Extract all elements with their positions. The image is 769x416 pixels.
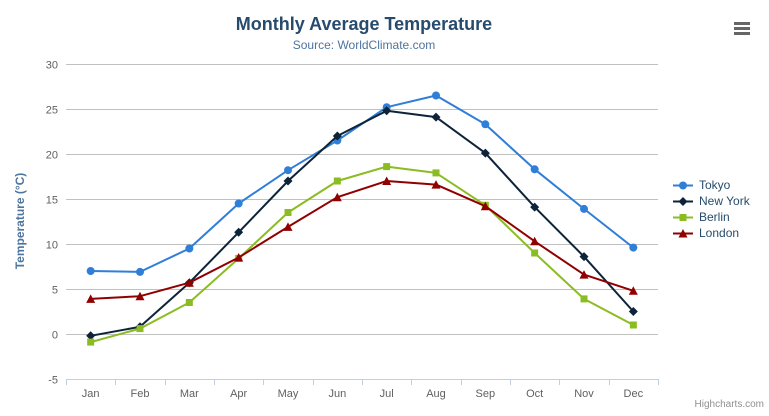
data-point-berlin-dec[interactable] xyxy=(629,321,637,329)
data-point-berlin-may[interactable] xyxy=(284,209,292,216)
data-point-new-york-nov[interactable] xyxy=(579,252,589,262)
data-point-berlin-jan[interactable] xyxy=(87,338,95,346)
hamburger-bar xyxy=(734,21,750,25)
x-axis-label: Nov xyxy=(574,388,594,400)
legend-label-london: London xyxy=(699,226,740,240)
data-point-tokyo-oct[interactable] xyxy=(530,165,539,174)
x-axis-label: Jan xyxy=(82,388,100,400)
hamburger-icon[interactable] xyxy=(733,19,751,37)
data-point-tokyo-mar[interactable] xyxy=(185,244,194,253)
data-point-new-york-apr[interactable] xyxy=(234,227,244,237)
y-axis-label: 15 xyxy=(46,195,58,207)
square-legend-icon xyxy=(673,213,693,221)
x-axis-label: Dec xyxy=(624,388,644,400)
data-point-new-york-dec[interactable] xyxy=(628,307,638,316)
data-point-london-jun[interactable] xyxy=(332,192,342,202)
series-line-tokyo[interactable] xyxy=(89,94,635,273)
x-axis-label: Jun xyxy=(328,388,346,400)
legend-label-new-york: New York xyxy=(699,194,750,208)
x-axis-label: Sep xyxy=(476,388,496,400)
series-line-new-york[interactable] xyxy=(89,109,635,337)
data-point-tokyo-dec[interactable] xyxy=(629,243,638,252)
data-point-london-sep[interactable] xyxy=(480,201,490,211)
diamond-marker xyxy=(678,196,688,206)
x-axis-label: Jul xyxy=(380,388,394,400)
legend-label-berlin: Berlin xyxy=(699,210,730,224)
data-point-tokyo-jan[interactable] xyxy=(86,267,95,275)
data-point-london-dec[interactable] xyxy=(628,286,638,295)
x-axis-label: Aug xyxy=(426,388,446,400)
data-point-tokyo-sep[interactable] xyxy=(481,120,490,129)
square-marker xyxy=(679,213,687,221)
x-axis-label: Feb xyxy=(131,388,150,400)
data-point-london-nov[interactable] xyxy=(579,270,589,279)
x-axis-label: May xyxy=(278,388,299,400)
legend-item-london[interactable]: London xyxy=(672,225,750,241)
x-axis-label: Apr xyxy=(230,388,247,400)
data-point-tokyo-feb[interactable] xyxy=(136,267,144,276)
triangle-marker xyxy=(678,228,688,237)
data-point-london-apr[interactable] xyxy=(234,253,244,262)
credits-link[interactable]: Highcharts.com xyxy=(694,399,764,410)
chart-subtitle: Source: WorldClimate.com xyxy=(292,38,436,52)
y-axis-label: 20 xyxy=(46,150,58,162)
y-axis-label: 25 xyxy=(46,105,58,117)
data-point-berlin-aug[interactable] xyxy=(432,169,440,177)
data-point-berlin-jun[interactable] xyxy=(333,177,341,185)
triangle-legend-icon xyxy=(673,228,693,237)
y-axis-label: 0 xyxy=(52,330,58,342)
data-point-new-york-jan[interactable] xyxy=(86,331,96,341)
x-axis-label: Mar xyxy=(180,388,199,400)
data-point-tokyo-apr[interactable] xyxy=(234,199,243,208)
data-point-tokyo-aug[interactable] xyxy=(432,91,440,100)
circle-legend-icon xyxy=(673,181,693,189)
legend-item-tokyo[interactable]: Tokyo xyxy=(672,177,750,193)
data-point-berlin-jul[interactable] xyxy=(383,163,391,171)
hamburger-bar xyxy=(734,31,750,35)
y-axis-label: 5 xyxy=(52,285,58,297)
legend: Tokyo New York Berlin London xyxy=(672,177,750,241)
legend-item-berlin[interactable]: Berlin xyxy=(672,209,750,225)
data-point-berlin-mar[interactable] xyxy=(185,299,193,306)
data-point-new-york-sep[interactable] xyxy=(480,148,490,158)
data-point-berlin-feb[interactable] xyxy=(136,325,144,333)
series-line-london[interactable] xyxy=(89,180,635,300)
data-point-london-jul[interactable] xyxy=(382,176,392,186)
data-point-new-york-jun[interactable] xyxy=(332,131,342,141)
data-point-new-york-aug[interactable] xyxy=(431,112,441,122)
chart-title: Monthly Average Temperature xyxy=(235,14,493,34)
y-axis-label: 30 xyxy=(46,60,58,72)
data-point-new-york-oct[interactable] xyxy=(530,202,540,212)
x-axis-label: Oct xyxy=(526,388,543,400)
y-axis-title: Temperature (°C) xyxy=(13,172,27,270)
legend-item-new-york[interactable]: New York xyxy=(672,193,750,209)
diamond-legend-icon xyxy=(673,196,693,206)
data-point-london-aug[interactable] xyxy=(431,180,441,189)
data-point-tokyo-may[interactable] xyxy=(284,166,292,175)
hamburger-bar xyxy=(734,26,750,30)
data-point-london-oct[interactable] xyxy=(530,236,540,246)
series-line-berlin[interactable] xyxy=(89,165,635,344)
data-point-berlin-oct[interactable] xyxy=(531,249,539,257)
data-point-london-jan[interactable] xyxy=(86,294,96,303)
data-point-tokyo-nov[interactable] xyxy=(580,204,588,213)
y-axis-label: -5 xyxy=(48,375,58,387)
data-point-new-york-may[interactable] xyxy=(283,176,293,186)
data-point-berlin-nov[interactable] xyxy=(580,295,588,303)
data-point-london-mar[interactable] xyxy=(184,278,194,287)
y-axis-label: 10 xyxy=(46,240,58,252)
data-point-london-feb[interactable] xyxy=(135,291,145,301)
data-point-london-may[interactable] xyxy=(283,222,293,231)
circle-marker xyxy=(679,181,687,189)
legend-label-tokyo: Tokyo xyxy=(699,178,731,192)
data-point-new-york-jul[interactable] xyxy=(382,106,392,116)
